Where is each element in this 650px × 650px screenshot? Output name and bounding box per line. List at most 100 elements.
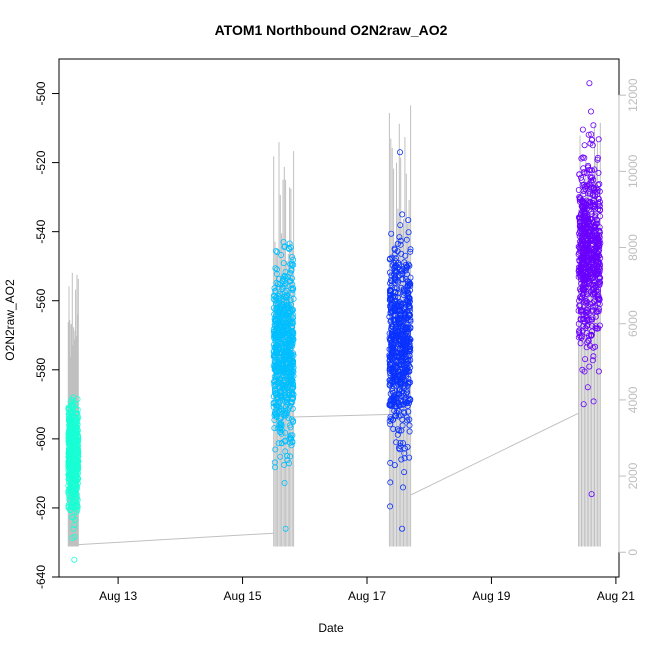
- data-point-s3: [390, 370, 397, 377]
- data-point-s4: [581, 368, 588, 375]
- data-point-s4: [590, 237, 597, 244]
- data-point-s4: [590, 277, 597, 284]
- data-point-s4: [580, 274, 587, 281]
- data-point-s1: [66, 457, 73, 464]
- data-point-s3: [407, 246, 414, 253]
- data-point-s1: [71, 556, 78, 563]
- data-point-s4: [575, 186, 582, 193]
- data-point-s3: [395, 387, 402, 394]
- data-point-s3: [399, 525, 406, 532]
- data-point-s3: [396, 234, 403, 241]
- data-point-s1: [66, 451, 73, 458]
- data-point-s2: [274, 249, 281, 256]
- data-point-s4: [579, 262, 586, 269]
- data-point-s3: [387, 304, 394, 311]
- data-point-s4: [595, 368, 602, 375]
- data-point-s2: [277, 360, 284, 367]
- data-point-s3: [394, 407, 401, 414]
- data-point-s4: [587, 174, 594, 181]
- data-point-s3: [392, 269, 399, 276]
- data-point-s4: [596, 296, 603, 303]
- data-point-s4: [575, 334, 582, 341]
- data-point-s4: [589, 303, 596, 310]
- data-point-s1: [73, 450, 80, 457]
- data-point-s3: [407, 364, 414, 371]
- x-tick-label-2: Aug 15: [224, 589, 262, 603]
- data-point-s1: [70, 468, 77, 475]
- data-point-s2: [274, 342, 281, 349]
- data-point-s2: [288, 337, 295, 344]
- data-point-s4: [579, 182, 586, 189]
- data-point-s2: [279, 304, 286, 311]
- y-tick-label-1: -640: [34, 565, 48, 589]
- data-point-s1: [67, 433, 74, 440]
- data-point-s4: [575, 307, 582, 314]
- data-point-s2: [278, 422, 285, 429]
- data-point-s2: [290, 417, 297, 424]
- y-tick-label-4: -580: [34, 357, 48, 381]
- x-tick-label-5: Aug 21: [597, 589, 635, 603]
- data-point-s4: [581, 154, 588, 161]
- data-point-s3: [399, 211, 406, 218]
- data-point-s4: [584, 291, 591, 298]
- data-point-s3: [387, 479, 394, 486]
- data-point-s4: [586, 181, 593, 188]
- data-point-s4: [588, 208, 595, 215]
- data-point-s2: [272, 446, 279, 453]
- data-point-s4: [588, 316, 595, 323]
- data-point-s4: [576, 196, 583, 203]
- data-point-s3: [390, 365, 397, 372]
- data-point-s3: [405, 379, 412, 386]
- data-point-s4: [586, 188, 593, 195]
- data-point-s3: [397, 237, 404, 244]
- data-point-s4: [580, 289, 587, 296]
- data-point-s2: [288, 435, 295, 442]
- data-point-s2: [282, 268, 289, 275]
- data-point-s2: [286, 422, 293, 429]
- data-point-s4: [594, 270, 601, 277]
- data-point-s2: [289, 311, 296, 318]
- data-point-s3: [405, 343, 412, 350]
- data-point-s4: [596, 188, 603, 195]
- data-point-s4: [578, 174, 585, 181]
- data-point-s1: [75, 465, 82, 472]
- data-point-s2: [271, 383, 278, 390]
- data-point-s4: [586, 363, 593, 370]
- data-point-s4: [584, 232, 591, 239]
- data-point-s2: [287, 278, 294, 285]
- data-point-s2: [274, 315, 281, 322]
- data-point-s4: [589, 167, 596, 174]
- data-point-s2: [276, 308, 283, 315]
- data-point-s2: [273, 266, 280, 273]
- data-point-s3: [407, 248, 414, 255]
- data-point-s3: [396, 298, 403, 305]
- data-point-s2: [287, 435, 294, 442]
- y-tick-label-6: -540: [34, 219, 48, 243]
- data-point-s2: [282, 429, 289, 436]
- data-point-s1: [68, 435, 75, 442]
- data-point-s3: [391, 311, 398, 318]
- secondary-connector-1: [78, 532, 274, 546]
- data-point-s2: [282, 525, 289, 532]
- data-point-s2: [272, 329, 279, 336]
- data-point-s1: [73, 477, 80, 484]
- data-point-s4: [578, 333, 585, 340]
- data-point-s2: [288, 260, 295, 267]
- data-point-s2: [278, 314, 285, 321]
- data-point-s4: [583, 182, 590, 189]
- data-point-s1: [71, 427, 78, 434]
- data-point-s4: [576, 215, 583, 222]
- y2-tick-label-5: 8000: [626, 234, 640, 261]
- data-point-s3: [398, 456, 405, 463]
- data-point-s4: [589, 273, 596, 280]
- data-point-s3: [397, 443, 404, 450]
- data-point-s3: [399, 331, 406, 338]
- data-point-s2: [284, 302, 291, 309]
- data-point-s3: [400, 320, 407, 327]
- data-point-s3: [401, 445, 408, 452]
- data-point-s4: [595, 136, 602, 143]
- data-point-s1: [71, 493, 78, 500]
- data-point-s2: [288, 323, 295, 330]
- data-point-s4: [589, 328, 596, 335]
- data-point-s3: [393, 374, 400, 381]
